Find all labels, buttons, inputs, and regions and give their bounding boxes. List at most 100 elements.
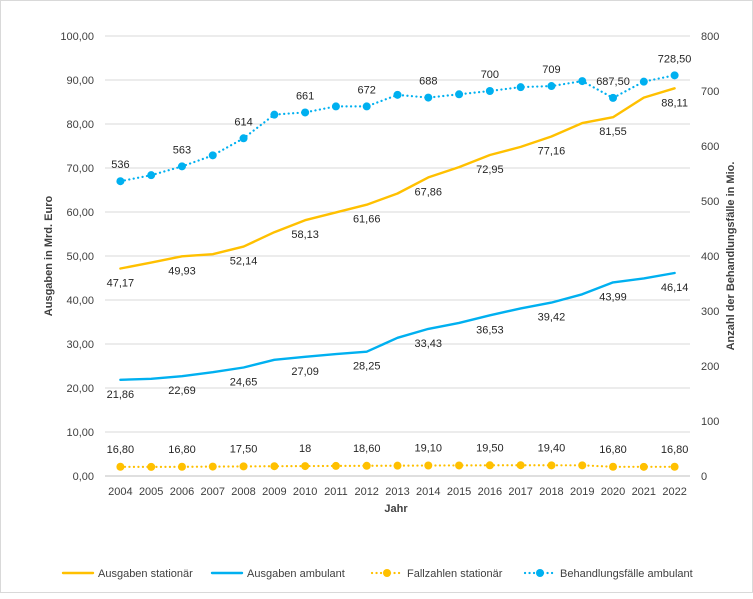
x-tick-label: 2016 — [478, 486, 502, 498]
data-label-ausgaben-ambulant: 28,25 — [353, 361, 381, 373]
data-label-ausgaben-station-r: 47,17 — [107, 277, 135, 289]
x-tick-label: 2011 — [324, 486, 348, 498]
x-tick-label: 2005 — [139, 486, 163, 498]
data-label-ausgaben-station-r: 67,86 — [415, 186, 443, 198]
y-right-tick-label: 800 — [701, 31, 719, 43]
data-point-fallzahlen-station-r — [485, 461, 494, 470]
data-label-ausgaben-ambulant: 36,53 — [476, 324, 504, 336]
legend-item-ausgaben-ambulant: Ausgaben ambulant — [210, 568, 345, 580]
data-label-ausgaben-station-r: 52,14 — [230, 256, 258, 268]
x-axis: 2004 2005 2006 2007 2008 2009 2010 2011 2012 2013… — [108, 486, 687, 498]
x-tick-label: 2013 — [385, 486, 409, 498]
x-axis-title: Jahr — [384, 503, 408, 515]
data-label-behandlungsf-lle-ambulant: 614 — [234, 116, 252, 128]
data-label-fallzahlen-station-r: 18,60 — [353, 443, 381, 455]
data-point-behandlungsf-lle-ambulant — [455, 90, 464, 99]
y-left-tick-label: 40,00 — [66, 295, 94, 307]
x-tick-label: 2004 — [108, 486, 132, 498]
data-point-behandlungsf-lle-ambulant — [547, 82, 556, 91]
data-label-ausgaben-station-r: 61,66 — [353, 214, 381, 226]
series-layer — [116, 71, 679, 471]
data-label-ausgaben-ambulant: 22,69 — [168, 385, 196, 397]
data-point-fallzahlen-station-r — [270, 462, 279, 471]
y-axis-left: 0,00 10,00 20,00 30,00 40,00 50,00 60,00 70,00 8… — [60, 31, 94, 483]
data-point-behandlungsf-lle-ambulant — [393, 90, 402, 99]
series-line-ausgaben-ambulant — [119, 271, 676, 381]
data-point-fallzahlen-station-r — [239, 462, 248, 471]
data-point-fallzahlen-station-r — [455, 461, 464, 470]
data-point-behandlungsf-lle-ambulant — [485, 87, 494, 95]
data-point-behandlungsf-lle-ambulant — [609, 93, 618, 102]
data-point-behandlungsf-lle-ambulant — [670, 71, 679, 80]
data-point-fallzahlen-station-r — [208, 462, 217, 471]
y-left-tick-label: 90,00 — [66, 75, 94, 87]
data-point-behandlungsf-lle-ambulant — [177, 162, 186, 171]
data-point-behandlungsf-lle-ambulant — [424, 93, 433, 102]
data-point-fallzahlen-station-r — [547, 461, 556, 470]
y-right-tick-label: 300 — [701, 306, 719, 318]
y-left-tick-label: 10,00 — [66, 427, 94, 439]
legend: Ausgaben stationär Ausgaben ambulant Fallz… — [61, 568, 693, 580]
x-tick-label: 2014 — [416, 486, 440, 498]
x-tick-label: 2021 — [632, 486, 656, 498]
data-label-fallzahlen-station-r: 16,80 — [599, 444, 627, 456]
y-left-tick-label: 60,00 — [66, 207, 94, 219]
data-label-ausgaben-station-r: 88,11 — [661, 97, 688, 109]
y-left-tick-label: 80,00 — [66, 119, 94, 131]
data-label-fallzahlen-station-r: 17,50 — [230, 443, 258, 455]
y-right-tick-label: 100 — [701, 416, 719, 428]
data-label-behandlungsf-lle-ambulant: 672 — [358, 84, 376, 96]
data-point-behandlungsf-lle-ambulant — [208, 151, 217, 160]
legend-marker-fallzahlen-station-r — [383, 569, 391, 577]
x-tick-label: 2010 — [293, 486, 317, 498]
data-point-behandlungsf-lle-ambulant — [578, 77, 587, 86]
data-label-behandlungsf-lle-ambulant: 709 — [542, 64, 560, 76]
data-point-behandlungsf-lle-ambulant — [331, 102, 340, 111]
y-right-tick-label: 0 — [701, 471, 707, 483]
data-point-fallzahlen-station-r — [516, 461, 525, 470]
data-label-fallzahlen-station-r: 19,50 — [476, 442, 504, 454]
y-right-tick-label: 600 — [701, 141, 719, 153]
data-point-fallzahlen-station-r — [147, 462, 156, 471]
data-label-behandlungsf-lle-ambulant: 661 — [296, 90, 314, 102]
data-label-ausgaben-station-r: 72,95 — [476, 164, 504, 176]
data-label-ausgaben-ambulant: 39,42 — [538, 312, 566, 324]
data-label-ausgaben-station-r: 77,16 — [538, 145, 566, 157]
data-point-behandlungsf-lle-ambulant — [239, 134, 248, 143]
x-tick-label: 2022 — [662, 486, 686, 498]
x-tick-label: 2020 — [601, 486, 625, 498]
x-tick-label: 2017 — [508, 486, 532, 498]
data-point-fallzahlen-station-r — [578, 461, 587, 470]
data-label-behandlungsf-lle-ambulant: 687,50 — [596, 76, 630, 88]
data-point-behandlungsf-lle-ambulant — [362, 102, 371, 111]
legend-label-ausgaben-station-r: Ausgaben stationär — [98, 568, 193, 580]
data-label-ausgaben-station-r: 49,93 — [168, 265, 196, 277]
y-axis-right: 0 100 200 300 400 500 600 700 800 — [701, 31, 719, 483]
legend-item-fallzahlen-station-r: Fallzahlen stationär — [370, 568, 503, 580]
data-label-fallzahlen-station-r: 16,80 — [107, 444, 135, 456]
data-label-ausgaben-ambulant: 46,14 — [661, 282, 689, 294]
data-point-fallzahlen-station-r — [424, 461, 433, 470]
data-point-fallzahlen-station-r — [609, 462, 618, 471]
legend-item-ausgaben-station-r: Ausgaben stationär — [61, 568, 193, 580]
data-point-fallzahlen-station-r — [670, 462, 679, 471]
data-label-fallzahlen-station-r: 18 — [299, 443, 311, 455]
legend-item-behandlungsf-lle-ambulant: Behandlungsfälle ambulant — [523, 568, 693, 580]
data-label-ausgaben-ambulant: 21,86 — [107, 389, 135, 401]
data-label-ausgaben-ambulant: 24,65 — [230, 377, 258, 389]
data-label-fallzahlen-station-r: 16,80 — [661, 444, 689, 456]
legend-label-fallzahlen-station-r: Fallzahlen stationär — [407, 568, 503, 580]
data-point-fallzahlen-station-r — [639, 462, 648, 471]
data-label-behandlungsf-lle-ambulant: 728,50 — [658, 53, 692, 65]
y-right-tick-label: 700 — [701, 86, 719, 98]
x-tick-label: 2019 — [570, 486, 594, 498]
legend-label-ausgaben-ambulant: Ausgaben ambulant — [247, 568, 345, 580]
data-label-fallzahlen-station-r: 19,10 — [415, 442, 443, 454]
data-label-ausgaben-station-r: 81,55 — [599, 126, 627, 138]
data-label-fallzahlen-station-r: 19,40 — [538, 442, 566, 454]
data-point-behandlungsf-lle-ambulant — [301, 108, 310, 117]
legend-marker-behandlungsf-lle-ambulant — [536, 569, 544, 577]
data-label-ausgaben-ambulant: 27,09 — [291, 366, 319, 378]
